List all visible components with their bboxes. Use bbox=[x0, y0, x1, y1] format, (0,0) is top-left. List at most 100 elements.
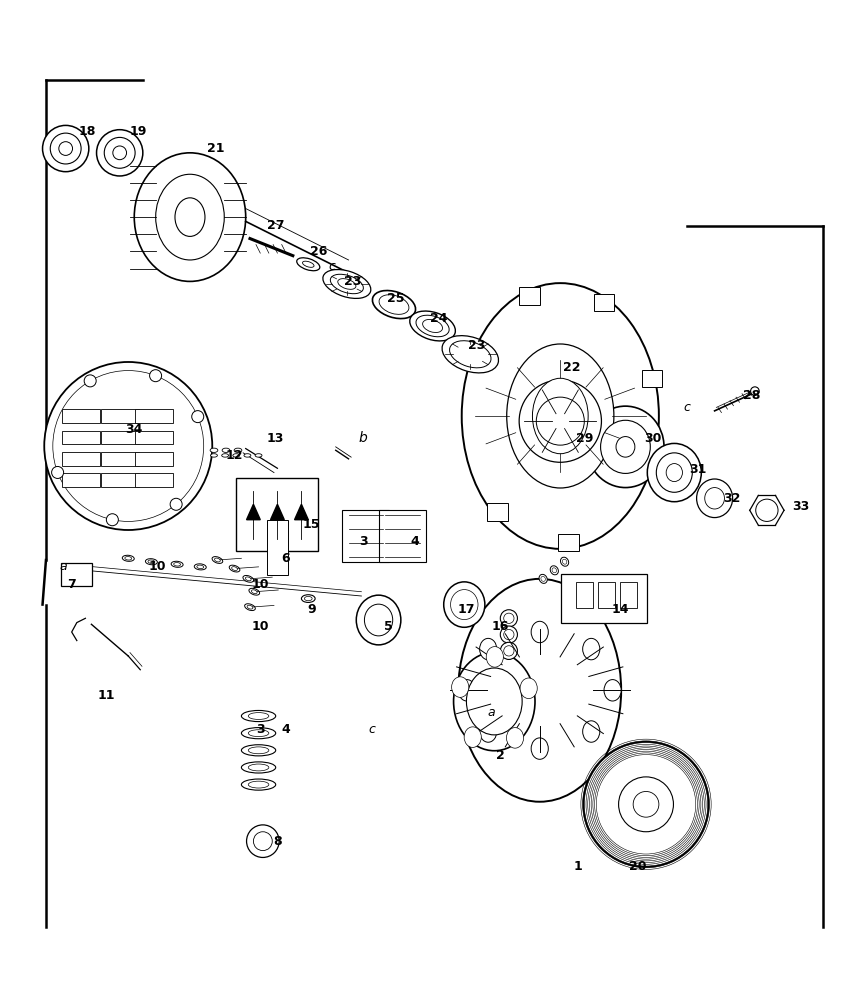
Ellipse shape bbox=[480, 721, 497, 742]
Ellipse shape bbox=[520, 678, 538, 699]
Ellipse shape bbox=[244, 454, 251, 457]
Ellipse shape bbox=[156, 174, 224, 260]
Ellipse shape bbox=[583, 721, 599, 742]
Text: 20: 20 bbox=[629, 860, 646, 873]
Circle shape bbox=[537, 397, 584, 445]
Ellipse shape bbox=[249, 713, 269, 719]
Text: 3: 3 bbox=[256, 723, 265, 736]
Text: 12: 12 bbox=[226, 449, 243, 462]
Text: 29: 29 bbox=[575, 432, 593, 445]
Text: 17: 17 bbox=[458, 603, 475, 616]
Bar bbox=[62, 409, 100, 423]
Text: 33: 33 bbox=[792, 500, 809, 513]
Ellipse shape bbox=[452, 677, 469, 697]
Circle shape bbox=[618, 777, 673, 832]
Ellipse shape bbox=[532, 378, 588, 454]
Ellipse shape bbox=[249, 764, 269, 771]
Text: 1: 1 bbox=[573, 860, 582, 873]
Ellipse shape bbox=[297, 258, 320, 271]
Ellipse shape bbox=[531, 738, 549, 759]
Circle shape bbox=[583, 742, 709, 867]
Ellipse shape bbox=[249, 747, 269, 754]
Ellipse shape bbox=[656, 453, 692, 492]
Ellipse shape bbox=[552, 568, 556, 573]
Ellipse shape bbox=[583, 638, 599, 660]
Text: b: b bbox=[359, 431, 367, 445]
Text: a: a bbox=[59, 560, 67, 573]
Bar bbox=[341, 510, 389, 562]
Bar bbox=[62, 473, 100, 487]
Ellipse shape bbox=[249, 588, 260, 595]
Circle shape bbox=[52, 371, 204, 521]
Ellipse shape bbox=[210, 448, 218, 452]
Circle shape bbox=[113, 146, 126, 160]
Text: 4: 4 bbox=[410, 535, 419, 548]
Ellipse shape bbox=[365, 604, 393, 636]
Bar bbox=[101, 409, 138, 423]
Text: 11: 11 bbox=[97, 689, 114, 702]
Text: 19: 19 bbox=[130, 125, 147, 138]
Text: 10: 10 bbox=[149, 560, 166, 573]
Polygon shape bbox=[271, 504, 285, 520]
Text: 34: 34 bbox=[126, 423, 143, 436]
Circle shape bbox=[170, 498, 182, 510]
Ellipse shape bbox=[458, 579, 621, 802]
Ellipse shape bbox=[507, 728, 524, 748]
Circle shape bbox=[107, 514, 119, 526]
Ellipse shape bbox=[148, 560, 155, 563]
Circle shape bbox=[633, 791, 659, 817]
Polygon shape bbox=[295, 504, 308, 520]
Ellipse shape bbox=[697, 479, 733, 518]
Text: 16: 16 bbox=[492, 620, 509, 633]
Ellipse shape bbox=[422, 319, 443, 333]
Ellipse shape bbox=[222, 448, 230, 452]
Bar bbox=[101, 452, 138, 466]
Text: 9: 9 bbox=[307, 603, 316, 616]
Ellipse shape bbox=[122, 555, 134, 561]
Text: 8: 8 bbox=[273, 835, 282, 848]
Ellipse shape bbox=[304, 596, 312, 601]
Ellipse shape bbox=[255, 454, 262, 457]
Ellipse shape bbox=[648, 443, 701, 502]
Ellipse shape bbox=[174, 563, 181, 566]
Circle shape bbox=[52, 466, 64, 478]
Text: 26: 26 bbox=[310, 245, 328, 258]
Ellipse shape bbox=[451, 590, 478, 620]
Ellipse shape bbox=[453, 652, 535, 751]
Ellipse shape bbox=[247, 605, 253, 609]
Text: 27: 27 bbox=[267, 219, 285, 232]
Ellipse shape bbox=[751, 387, 759, 395]
Ellipse shape bbox=[134, 153, 246, 281]
Ellipse shape bbox=[330, 274, 364, 294]
Ellipse shape bbox=[372, 291, 415, 319]
Ellipse shape bbox=[480, 638, 497, 660]
Bar bbox=[135, 409, 173, 423]
Text: 31: 31 bbox=[689, 463, 706, 476]
Circle shape bbox=[84, 375, 96, 387]
Ellipse shape bbox=[249, 781, 269, 788]
Bar bbox=[135, 473, 173, 487]
Bar bbox=[378, 510, 426, 562]
Ellipse shape bbox=[338, 279, 356, 289]
Text: 32: 32 bbox=[723, 492, 740, 505]
Ellipse shape bbox=[233, 454, 240, 457]
Ellipse shape bbox=[507, 344, 614, 488]
Ellipse shape bbox=[442, 336, 499, 373]
Circle shape bbox=[58, 142, 72, 155]
Text: 23: 23 bbox=[344, 275, 361, 288]
Ellipse shape bbox=[616, 437, 635, 457]
Ellipse shape bbox=[222, 454, 229, 457]
Ellipse shape bbox=[214, 558, 220, 562]
Bar bbox=[598, 582, 615, 608]
Text: 28: 28 bbox=[743, 389, 760, 402]
Text: 22: 22 bbox=[562, 361, 581, 374]
Bar bbox=[62, 452, 100, 466]
Circle shape bbox=[42, 125, 89, 172]
Ellipse shape bbox=[604, 680, 621, 701]
Text: 6: 6 bbox=[282, 552, 291, 565]
Ellipse shape bbox=[245, 577, 251, 581]
Circle shape bbox=[756, 499, 778, 521]
Ellipse shape bbox=[587, 406, 664, 488]
Ellipse shape bbox=[541, 576, 545, 581]
Text: a: a bbox=[488, 706, 495, 719]
